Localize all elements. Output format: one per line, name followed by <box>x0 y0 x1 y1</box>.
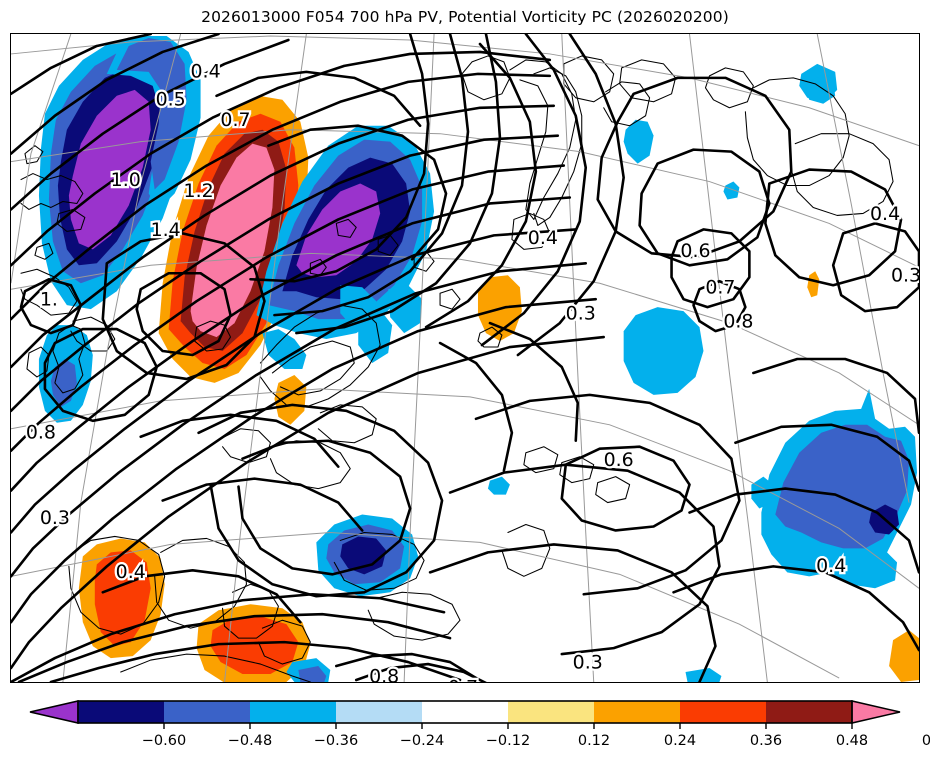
colorbar-under-arrow <box>29 700 79 724</box>
shade-neg-frag-3 <box>358 303 393 363</box>
contour-label: 0.8 <box>723 311 753 333</box>
contour-label: 0.4 <box>116 561 146 583</box>
contour-label: 0.7 <box>705 277 735 299</box>
shade-neg-frag-1 <box>262 329 307 369</box>
colorbar-svg <box>29 700 901 729</box>
contour-label: 0.3 <box>891 265 919 287</box>
contour-label: 0.4 <box>816 555 846 577</box>
colorbar-cell <box>164 701 251 723</box>
shade-neg-balkans-L3 <box>340 536 387 575</box>
shaded-anomaly-layer <box>38 35 919 682</box>
graticule-layer <box>11 34 919 682</box>
colorbar-cell <box>250 701 337 723</box>
contour-label: 1. <box>40 289 58 311</box>
contour-label: 0.8 <box>369 666 399 682</box>
shade-neg-barents-L1 <box>623 307 704 395</box>
contour-label: 0.6 <box>680 240 710 262</box>
shade-pos-sliver-2 <box>807 271 820 298</box>
contour-label: 1.0 <box>111 169 141 191</box>
colorbar-tick-label: 0.12 <box>577 733 611 749</box>
shade-neg-L4-a <box>68 89 151 250</box>
colorbar-tick-label: −0.60 <box>141 733 187 749</box>
map-plot-area: 0.4 0.5 0.7 1.0 1.2 1.4 0.4 0.6 0.7 0.8 0.4 0.3 0.3 1… <box>10 33 920 683</box>
colorbar-tick-label: −0.36 <box>313 733 359 749</box>
colorbar-outline <box>77 700 853 724</box>
contour-label: 1.4 <box>151 219 181 241</box>
colorbar-cell <box>336 701 423 723</box>
shade-pos-sliver-3 <box>889 630 919 682</box>
shade-pos-iberia-L2 <box>94 550 151 647</box>
shade-neg-sliver-1 <box>487 476 510 495</box>
colorbar-tick-label: 0.48 <box>835 733 869 749</box>
contour-label: 0.4 <box>870 203 900 225</box>
colorbar-tick-label: 0.36 <box>749 733 783 749</box>
colorbar-tick-label: 0.24 <box>663 733 697 749</box>
contour-label: 0.7 <box>448 676 478 682</box>
colorbar-tick-label: −0.12 <box>485 733 531 749</box>
contour-label: 0.5 <box>156 88 186 110</box>
colorbar-tick-labels: −0.60 −0.48 −0.36 −0.24 −0.12 0.12 0.24 0.36 0.4… <box>0 733 930 757</box>
contour-label-layer: 0.40.50.71.0 1.21.4 0.40.60.70.80.40.30.31… <box>24 58 919 682</box>
colorbar: −0.60 −0.48 −0.36 −0.24 −0.12 0.12 0.24 0.36 0.4… <box>0 695 930 762</box>
contour-label: 0.3 <box>573 652 603 674</box>
shade-neg-kara-3 <box>723 181 740 200</box>
contour-layer <box>11 34 919 682</box>
contour-label: 0.3 <box>40 507 70 529</box>
colorbar-cell <box>680 701 767 723</box>
colorbar-cell <box>594 701 681 723</box>
colorbar-ticks <box>163 723 853 729</box>
contour-label: 0.4 <box>191 60 221 82</box>
contour-label: 0.3 <box>566 303 596 325</box>
colorbar-cell <box>766 701 853 723</box>
colorbar-cell <box>422 701 509 723</box>
page-title: 2026013000 F054 700 hPa PV, Potential Vo… <box>201 8 729 26</box>
shade-pos-france-L2 <box>210 616 299 675</box>
colorbar-tick-label: 0.60 <box>921 733 930 749</box>
colorbar-tick-label: −0.24 <box>399 733 445 749</box>
colorbar-tick-label: −0.48 <box>227 733 273 749</box>
shade-neg-kara-1 <box>623 119 654 164</box>
colorbar-cell <box>78 701 165 723</box>
colorbar-cell <box>508 701 595 723</box>
contour-label: 0.4 <box>528 227 558 249</box>
colorbar-over-arrow <box>851 700 901 724</box>
shade-neg-sliver-4 <box>298 666 327 682</box>
colorbar-cells <box>29 700 901 724</box>
contour-label: 1.2 <box>184 180 214 202</box>
contour-label: 0.6 <box>604 449 634 471</box>
contour-label: 0.8 <box>26 421 56 443</box>
map-canvas: 0.40.50.71.0 1.21.4 0.40.60.70.80.40.30.31… <box>11 34 919 682</box>
contour-label: 0.7 <box>220 109 250 131</box>
